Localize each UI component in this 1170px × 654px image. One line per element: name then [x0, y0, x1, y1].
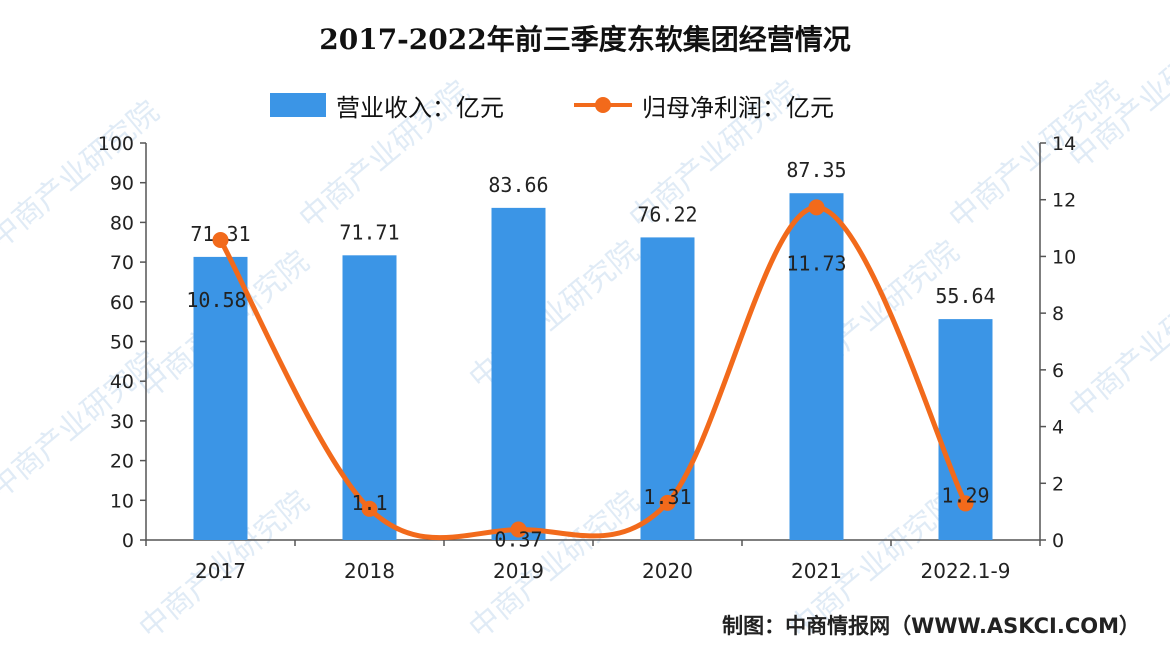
profit-data-label: 1.31 [643, 485, 691, 509]
revenue-data-label: 76.22 [637, 202, 697, 226]
y-left-tick-label: 50 [110, 332, 134, 354]
profit-point [659, 494, 676, 511]
y-left-tick-label: 10 [110, 490, 134, 512]
x-tick-label: 2021 [791, 559, 842, 583]
y-right-tick-label: 6 [1052, 360, 1064, 382]
y-left-tick-label: 20 [110, 451, 134, 473]
x-tick-label: 2019 [493, 559, 544, 583]
watermark-text: 中商产业研究院 [463, 234, 646, 396]
y-left-tick-label: 90 [110, 173, 134, 195]
source-note: 制图：中商情报网（WWW.ASKCI.COM） [722, 614, 1140, 638]
profit-data-label: 1.1 [351, 491, 387, 515]
y-left-tick-label: 0 [122, 530, 134, 552]
y-left-tick-label: 100 [98, 133, 134, 155]
profit-data-label: 11.73 [786, 251, 846, 275]
legend: 营业收入：亿元 归母净利润：亿元 [270, 88, 904, 122]
revenue-bar [640, 237, 695, 540]
y-right-tick-label: 4 [1052, 417, 1064, 439]
y-left-tick-label: 30 [110, 411, 134, 433]
x-tick-label: 2020 [642, 559, 693, 583]
legend-item-profit: 归母净利润：亿元 [574, 88, 834, 123]
watermark-text: 中商产业研究院 [463, 484, 646, 646]
legend-item-revenue: 营业收入：亿元 [270, 88, 504, 123]
profit-data-label: 1.29 [941, 483, 989, 507]
y-right-tick-label: 10 [1052, 246, 1076, 268]
y-left-tick-label: 70 [110, 252, 134, 274]
y-right-tick-label: 14 [1052, 133, 1076, 155]
y-right-tick-label: 8 [1052, 303, 1064, 325]
profit-data-label: 10.58 [186, 288, 246, 312]
legend-label-profit: 归母净利润：亿元 [642, 93, 834, 122]
y-left-tick-label: 80 [110, 212, 134, 234]
revenue-bar [193, 256, 248, 540]
profit-point [510, 521, 527, 538]
profit-point [361, 500, 378, 517]
legend-bar-swatch [270, 93, 326, 117]
revenue-data-label: 55.64 [935, 284, 995, 308]
revenue-bar [491, 207, 546, 540]
revenue-data-label: 71.71 [339, 220, 399, 244]
profit-point [808, 199, 825, 216]
profit-point [957, 495, 974, 512]
profit-point [212, 231, 229, 248]
profit-line [218, 204, 968, 541]
watermark-text: 中商产业研究院 [1063, 264, 1170, 426]
watermark-text: 中商产业研究院 [0, 94, 166, 256]
y-left-tick-label: 60 [110, 292, 134, 314]
revenue-bar [342, 255, 397, 541]
x-tick-label: 2018 [344, 559, 395, 583]
y-right-tick-label: 2 [1052, 473, 1064, 495]
legend-line-swatch [574, 93, 632, 117]
x-tick-label: 2017 [195, 559, 246, 583]
profit-data-label: 0.37 [494, 528, 542, 552]
revenue-data-label: 87.35 [786, 158, 846, 182]
y-left-tick-label: 40 [110, 371, 134, 393]
revenue-data-label: 83.66 [488, 173, 548, 197]
revenue-bar [789, 193, 844, 540]
y-right-tick-label: 12 [1052, 190, 1076, 212]
y-right-tick-label: 0 [1052, 530, 1064, 552]
legend-label-revenue: 营业收入：亿元 [336, 93, 504, 122]
watermark-text: 中商产业研究院 [0, 344, 166, 506]
x-tick-label: 2022.1-9 [921, 559, 1011, 583]
chart-title: 2017-2022年前三季度东软集团经营情况 [319, 23, 851, 56]
